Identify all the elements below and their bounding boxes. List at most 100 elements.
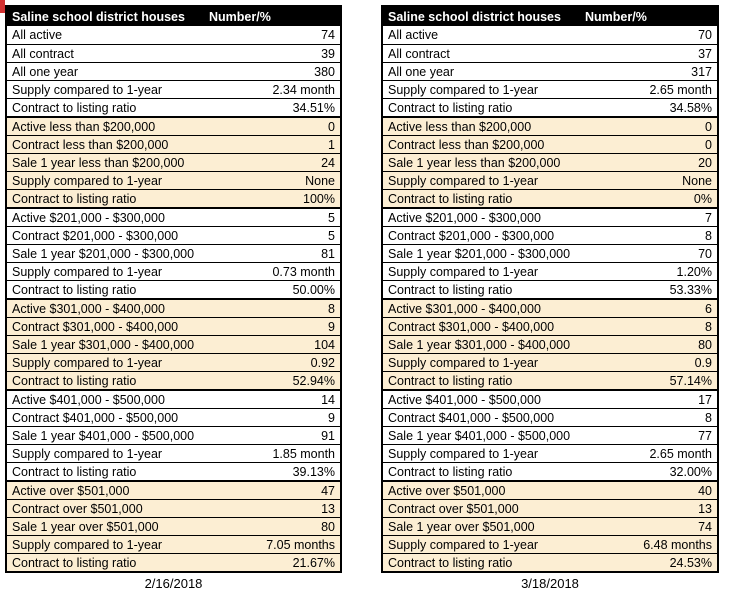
row-label: All active xyxy=(12,28,63,42)
row-value: 52.94% xyxy=(292,373,335,388)
column-header-number: Number/% xyxy=(585,9,647,24)
table-row: Supply compared to 1-year None xyxy=(7,171,340,189)
table-title: Saline school district houses xyxy=(388,9,561,24)
row-value: 0 xyxy=(705,137,712,152)
table-title: Saline school district houses xyxy=(12,9,185,24)
table-row: All contract 37 xyxy=(383,44,717,62)
row-label: Contract to listing ratio xyxy=(388,373,513,388)
row-value: 39.13% xyxy=(292,464,335,479)
row-value: 8 xyxy=(705,410,712,425)
table-row: Contract to listing ratio 39.13% xyxy=(7,462,340,480)
table-body: All active 74 All contract 39 All one year 38… xyxy=(7,26,340,571)
row-value: None xyxy=(305,173,335,188)
row-value: 20 xyxy=(698,155,712,170)
table-row: Active over $501,000 40 xyxy=(383,480,717,499)
table-row: Sale 1 year $401,000 - $500,000 91 xyxy=(7,426,340,444)
table-header-row: Saline school district houses Number/% xyxy=(383,7,717,26)
row-label: Sale 1 year $301,000 - $400,000 xyxy=(388,337,571,352)
row-label: All one year xyxy=(12,64,79,79)
table-row: Sale 1 year less than $200,000 20 xyxy=(383,153,717,171)
row-label: Sale 1 year less than $200,000 xyxy=(12,155,185,170)
row-value: 8 xyxy=(328,301,335,316)
row-label: Supply compared to 1-year xyxy=(388,355,539,370)
row-value: 1.85 month xyxy=(272,446,335,461)
table-row: Supply compared to 1-year 0.9 xyxy=(383,353,717,371)
row-value: 7.05 months xyxy=(266,537,335,552)
table-row: Contract to listing ratio 100% xyxy=(7,189,340,207)
row-label: Active over $501,000 xyxy=(388,483,506,498)
row-value: 50.00% xyxy=(292,282,335,297)
row-label: All one year xyxy=(388,64,455,79)
row-value: 53.33% xyxy=(669,282,712,297)
row-label: Active less than $200,000 xyxy=(12,119,156,134)
table-row: Contract to listing ratio 53.33% xyxy=(383,280,717,298)
table-row: Contract $401,000 - $500,000 9 xyxy=(7,408,340,426)
row-value: 8 xyxy=(705,228,712,243)
row-value: 57.14% xyxy=(669,373,712,388)
row-label: Contract to listing ratio xyxy=(12,100,137,115)
table-row: Active $301,000 - $400,000 6 xyxy=(383,298,717,317)
row-label: Contract less than $200,000 xyxy=(12,137,169,152)
table-row: Contract $301,000 - $400,000 9 xyxy=(7,317,340,335)
row-label: Contract $401,000 - $500,000 xyxy=(388,410,555,425)
row-label: Contract to listing ratio xyxy=(388,282,513,297)
row-value: 39 xyxy=(321,46,335,61)
table-row: All contract 39 xyxy=(7,44,340,62)
row-value: 34.51% xyxy=(292,100,335,115)
row-label: Active $401,000 - $500,000 xyxy=(12,392,165,407)
table-row: Sale 1 year $301,000 - $400,000 104 xyxy=(7,335,340,353)
row-value: 80 xyxy=(321,519,335,534)
row-value: 8 xyxy=(705,319,712,334)
row-value: 24.53% xyxy=(669,555,712,570)
table-row: Sale 1 year $201,000 - $300,000 70 xyxy=(383,244,717,262)
table-row: All active 70 xyxy=(383,26,717,44)
row-label: All contract xyxy=(388,46,450,61)
row-value: 9 xyxy=(328,410,335,425)
row-label: Contract $401,000 - $500,000 xyxy=(12,410,179,425)
row-value: 21.67% xyxy=(292,555,335,570)
table-row: Contract to listing ratio 24.53% xyxy=(383,553,717,571)
row-value: 6.48 months xyxy=(643,537,712,552)
row-value: 74 xyxy=(698,519,712,534)
table-row: Contract $201,000 - $300,000 5 xyxy=(7,226,340,244)
row-value: 77 xyxy=(698,428,712,443)
row-label: Supply compared to 1-year xyxy=(12,446,163,461)
row-label: Sale 1 year $401,000 - $500,000 xyxy=(12,428,195,443)
table-block-march: Saline school district houses Number/% A… xyxy=(381,5,719,591)
row-label: Contract to listing ratio xyxy=(12,191,137,206)
red-artifact xyxy=(0,0,5,13)
row-label: Contract to listing ratio xyxy=(12,464,137,479)
row-label: Supply compared to 1-year xyxy=(12,173,163,188)
row-label: Contract $301,000 - $400,000 xyxy=(388,319,555,334)
table-row: Contract to listing ratio 57.14% xyxy=(383,371,717,389)
table-row: Contract to listing ratio 0% xyxy=(383,189,717,207)
table-block-february: Saline school district houses Number/% A… xyxy=(5,5,342,591)
row-value: 317 xyxy=(691,64,712,79)
table-row: Supply compared to 1-year 2.34 month xyxy=(7,80,340,98)
row-value: 5 xyxy=(328,210,335,225)
row-label: Sale 1 year $301,000 - $400,000 xyxy=(12,337,195,352)
row-value: None xyxy=(682,173,712,188)
data-table: Saline school district houses Number/% A… xyxy=(381,5,719,573)
row-value: 74 xyxy=(321,28,335,42)
row-label: Contract to listing ratio xyxy=(388,191,513,206)
row-value: 0.92 xyxy=(310,355,335,370)
table-row: Contract $301,000 - $400,000 8 xyxy=(383,317,717,335)
row-value: 81 xyxy=(321,246,335,261)
row-value: 7 xyxy=(705,210,712,225)
row-value: 1 xyxy=(328,137,335,152)
row-label: Contract to listing ratio xyxy=(12,373,137,388)
table-row: All active 74 xyxy=(7,26,340,44)
row-value: 9 xyxy=(328,319,335,334)
table-row: Supply compared to 1-year 1.20% xyxy=(383,262,717,280)
row-value: 37 xyxy=(698,46,712,61)
table-row: Contract $401,000 - $500,000 8 xyxy=(383,408,717,426)
row-label: Contract to listing ratio xyxy=(12,282,137,297)
row-label: Contract $201,000 - $300,000 xyxy=(388,228,555,243)
table-row: Active less than $200,000 0 xyxy=(7,116,340,135)
table-row: Active $201,000 - $300,000 7 xyxy=(383,207,717,226)
table-row: Active $401,000 - $500,000 14 xyxy=(7,389,340,408)
row-value: 13 xyxy=(321,501,335,516)
row-label: Contract less than $200,000 xyxy=(388,137,545,152)
